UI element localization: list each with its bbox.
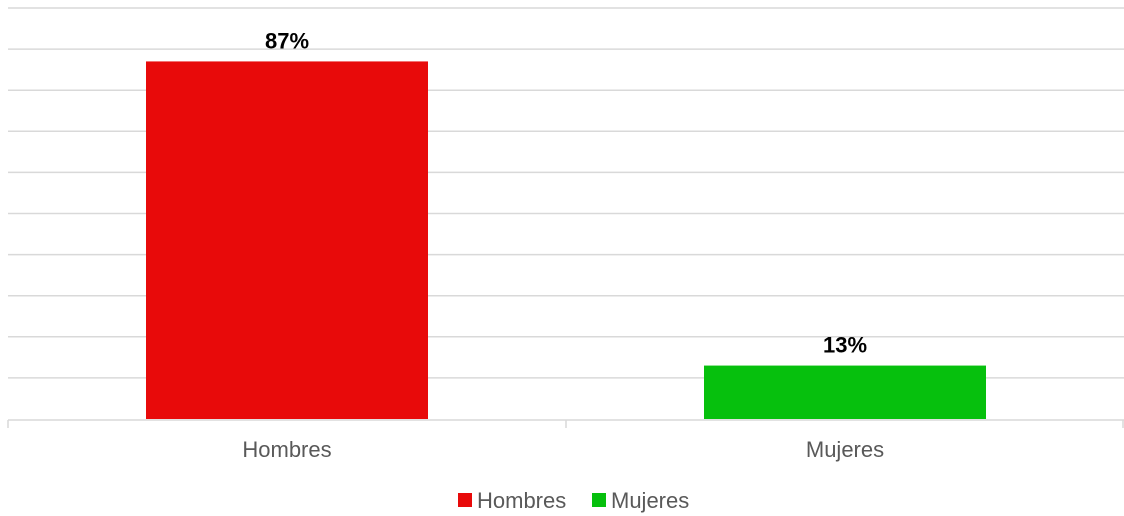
x-axis [7, 419, 1124, 428]
category-label-mujeres: Mujeres [806, 437, 884, 462]
bars [146, 61, 986, 420]
data-label-hombres: 87% [265, 28, 309, 53]
legend-item-mujeres[interactable]: Mujeres [592, 488, 689, 513]
legend-swatch [458, 493, 472, 507]
category-label-hombres: Hombres [242, 437, 331, 462]
legend-item-hombres[interactable]: Hombres [458, 488, 566, 513]
legend[interactable]: Hombres Mujeres [458, 488, 689, 513]
bar-mujeres [704, 365, 986, 419]
legend-label: Mujeres [611, 488, 689, 513]
legend-label: Hombres [477, 488, 566, 513]
category-labels: Hombres Mujeres [242, 437, 884, 462]
legend-swatch [592, 493, 606, 507]
bar-hombres [146, 61, 428, 420]
data-label-mujeres: 13% [823, 333, 867, 358]
data-labels: 87% 13% [265, 28, 867, 357]
